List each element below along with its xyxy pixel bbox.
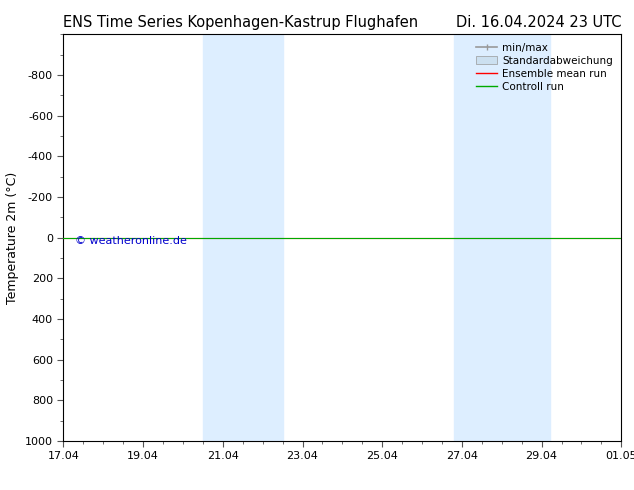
Bar [454, 34, 550, 441]
Y-axis label: Temperature 2m (°C): Temperature 2m (°C) [6, 172, 20, 304]
Text: © weatheronline.de: © weatheronline.de [75, 236, 186, 245]
Text: Di. 16.04.2024 23 UTC: Di. 16.04.2024 23 UTC [456, 15, 621, 30]
Text: ENS Time Series Kopenhagen-Kastrup Flughafen: ENS Time Series Kopenhagen-Kastrup Flugh… [63, 15, 418, 30]
Bar [203, 34, 283, 441]
Legend: min/max, Standardabweichung, Ensemble mean run, Controll run: min/max, Standardabweichung, Ensemble me… [473, 40, 616, 95]
